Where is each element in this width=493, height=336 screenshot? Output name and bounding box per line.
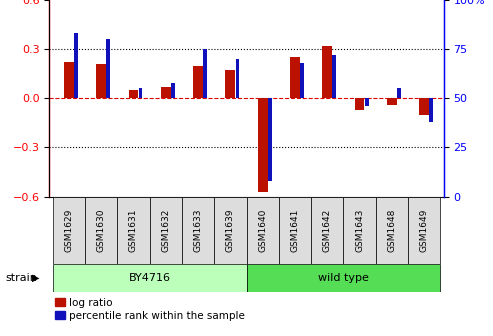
Text: GSM1643: GSM1643 <box>355 208 364 252</box>
Text: BY4716: BY4716 <box>129 273 171 283</box>
Bar <box>96 64 106 98</box>
Text: GSM1630: GSM1630 <box>97 208 106 252</box>
Text: GSM1641: GSM1641 <box>290 208 299 252</box>
Text: GSM1648: GSM1648 <box>387 208 396 252</box>
Bar <box>225 71 235 98</box>
Bar <box>387 98 397 105</box>
Text: wild type: wild type <box>318 273 369 283</box>
Bar <box>74 33 78 98</box>
Text: GSM1629: GSM1629 <box>64 208 73 252</box>
Text: GSM1642: GSM1642 <box>323 209 332 252</box>
Bar <box>290 57 300 98</box>
Text: ▶: ▶ <box>32 273 39 283</box>
FancyBboxPatch shape <box>246 197 279 264</box>
FancyBboxPatch shape <box>53 264 246 292</box>
Bar <box>397 88 401 98</box>
Bar <box>106 39 110 98</box>
FancyBboxPatch shape <box>279 197 311 264</box>
Bar <box>171 83 175 98</box>
Bar <box>139 88 142 98</box>
FancyBboxPatch shape <box>85 197 117 264</box>
FancyBboxPatch shape <box>53 197 85 264</box>
Bar <box>429 98 433 122</box>
Bar <box>365 98 369 106</box>
Bar <box>332 55 336 98</box>
Bar <box>193 66 203 98</box>
Bar <box>236 59 240 98</box>
Text: GSM1633: GSM1633 <box>194 208 203 252</box>
Legend: log ratio, percentile rank within the sample: log ratio, percentile rank within the sa… <box>55 298 245 321</box>
FancyBboxPatch shape <box>214 197 246 264</box>
Bar <box>268 98 272 181</box>
Bar <box>300 63 304 98</box>
Bar <box>64 62 73 98</box>
Bar <box>161 87 171 98</box>
FancyBboxPatch shape <box>344 197 376 264</box>
FancyBboxPatch shape <box>182 197 214 264</box>
Bar <box>322 46 332 98</box>
Text: strain: strain <box>5 273 37 283</box>
Text: GSM1649: GSM1649 <box>420 208 429 252</box>
FancyBboxPatch shape <box>408 197 440 264</box>
Text: GSM1640: GSM1640 <box>258 208 267 252</box>
FancyBboxPatch shape <box>376 197 408 264</box>
FancyBboxPatch shape <box>246 264 440 292</box>
Bar <box>420 98 429 115</box>
Text: GSM1639: GSM1639 <box>226 208 235 252</box>
Text: GSM1631: GSM1631 <box>129 208 138 252</box>
FancyBboxPatch shape <box>149 197 182 264</box>
Bar <box>355 98 364 110</box>
Bar <box>129 90 138 98</box>
Bar <box>203 49 207 98</box>
Text: GSM1632: GSM1632 <box>161 208 170 252</box>
Bar <box>258 98 268 192</box>
FancyBboxPatch shape <box>117 197 149 264</box>
FancyBboxPatch shape <box>311 197 344 264</box>
